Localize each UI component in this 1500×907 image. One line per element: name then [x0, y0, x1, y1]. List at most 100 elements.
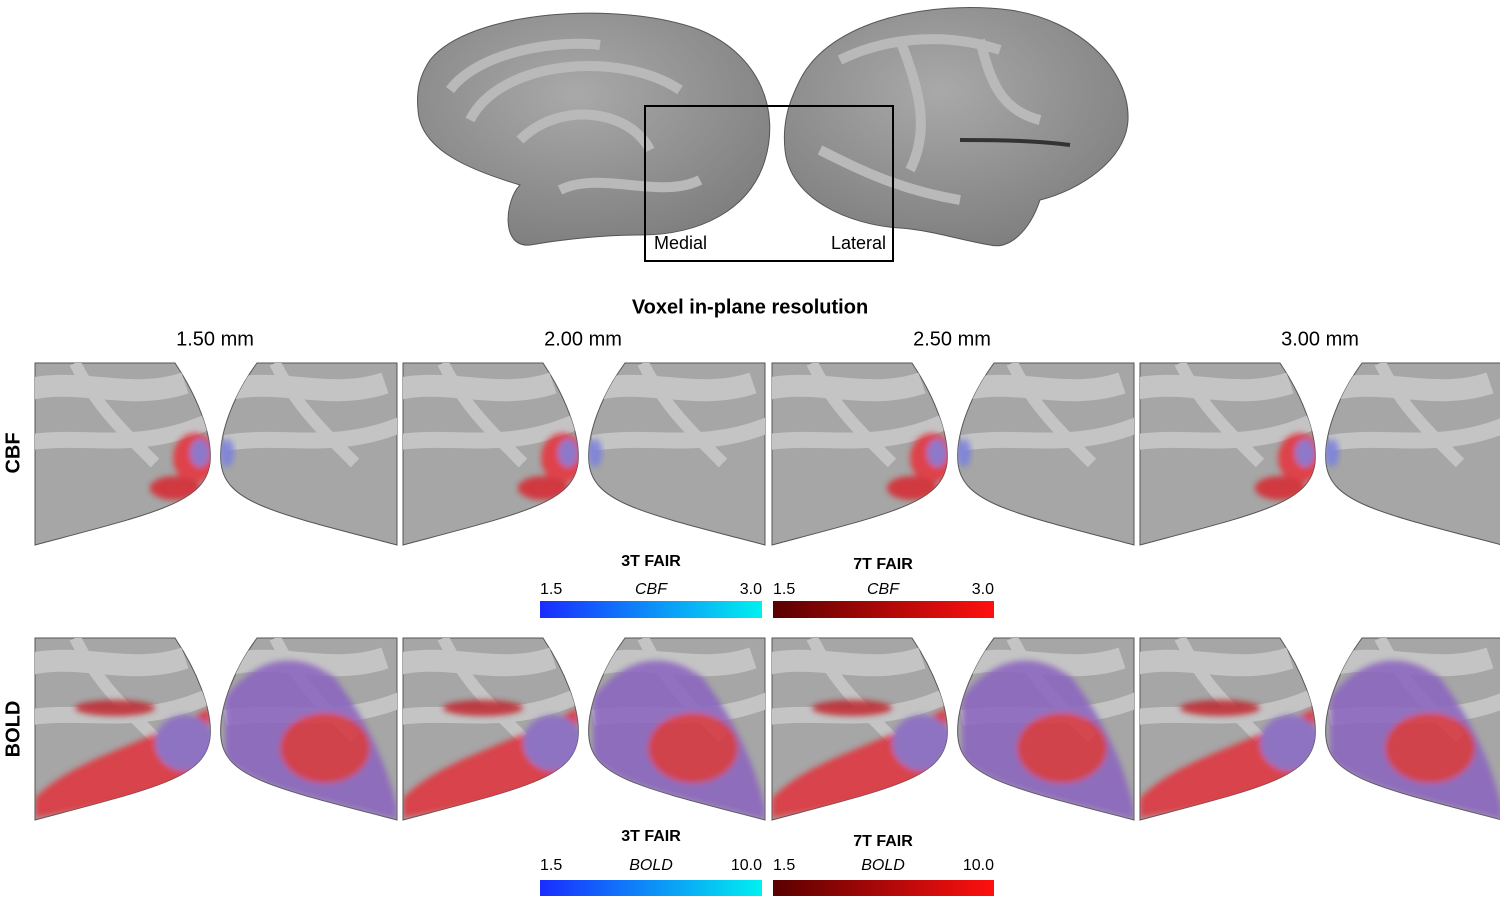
row-label: BOLD [2, 701, 24, 758]
blob [957, 439, 971, 467]
sulcus [403, 372, 557, 404]
sulci [772, 363, 946, 468]
sulcus [69, 363, 160, 468]
colorbar [540, 601, 762, 618]
sulcus [806, 363, 897, 468]
panels [34, 362, 1500, 821]
medial-sulci [446, 38, 703, 195]
overview: Medial Lateral [417, 7, 1129, 262]
sulcus [223, 415, 397, 451]
sulcus [806, 638, 897, 743]
blob [812, 700, 892, 716]
blob [892, 715, 948, 771]
activation [957, 439, 971, 467]
sulci [403, 363, 577, 468]
sulcus [957, 372, 1126, 404]
activation [518, 433, 579, 500]
figure-title: Voxel in-plane resolution [632, 296, 868, 318]
blob [1295, 439, 1315, 467]
colorbar-label: CBF [867, 581, 900, 598]
sulcus [437, 363, 528, 468]
blob [155, 715, 211, 771]
sulcus [1140, 372, 1294, 404]
blob [1260, 715, 1316, 771]
sulcus [220, 372, 389, 404]
activation [772, 700, 948, 818]
brain-panel [771, 637, 1135, 821]
activation [220, 439, 234, 467]
activation [225, 660, 397, 820]
activation [887, 433, 948, 500]
colorbar-title: 7T FAIR [853, 556, 913, 573]
activation [150, 433, 211, 500]
colorbar-label: CBF [635, 581, 668, 598]
colorbar-title: 7T FAIR [853, 833, 913, 850]
blob [280, 713, 370, 783]
colorbar-min: 1.5 [540, 581, 562, 598]
colorbar-min: 1.5 [773, 581, 795, 598]
brain-panel [34, 362, 398, 546]
blob [1017, 713, 1107, 783]
colorbar-max: 10.0 [731, 857, 762, 874]
colorbar-label: BOLD [629, 857, 673, 874]
sulcus [1328, 415, 1500, 451]
sulcus [403, 647, 557, 679]
brain-panel [1139, 362, 1500, 546]
blob [150, 476, 200, 500]
column-header: 3.00 mm [1281, 328, 1359, 350]
blob [887, 476, 937, 500]
blob [220, 439, 234, 467]
sulcus [588, 372, 757, 404]
sulcus [772, 372, 926, 404]
sulcus [1140, 647, 1294, 679]
sylvian-fissure [959, 138, 1071, 147]
sulcus [772, 647, 926, 679]
colorbar [773, 880, 994, 896]
sulcus [1140, 415, 1314, 451]
activation [593, 660, 765, 820]
sulcus [437, 638, 528, 743]
sulcus [1174, 363, 1265, 468]
brain-panel [34, 637, 398, 821]
colorbar-max: 10.0 [963, 857, 994, 874]
activation [1325, 439, 1339, 467]
colorbar-min: 1.5 [540, 857, 562, 874]
colorbar-max: 3.0 [972, 581, 994, 598]
colorbar-min: 1.5 [773, 857, 795, 874]
brain-panel [402, 637, 766, 821]
blob [1385, 713, 1475, 783]
lateral-label: Lateral [831, 233, 886, 253]
lateral-sulci [817, 34, 1042, 205]
lateral-hemisphere [783, 7, 1129, 247]
colorbar [773, 601, 994, 618]
sulci [1140, 363, 1314, 468]
sulcus [35, 372, 189, 404]
blob [518, 476, 568, 500]
brain-panel [402, 362, 766, 546]
activation [962, 660, 1134, 820]
medial-label: Medial [654, 233, 707, 253]
colorbar-max: 3.0 [740, 581, 762, 598]
row-label: CBF [2, 432, 24, 473]
activation [1255, 433, 1316, 500]
blob [190, 439, 210, 467]
activation [403, 700, 579, 818]
sulcus [1006, 363, 1097, 468]
column-header: 2.50 mm [913, 328, 991, 350]
zoom-box [644, 105, 894, 262]
colorbar-label: BOLD [861, 857, 905, 874]
blob [523, 715, 579, 771]
blob [1255, 476, 1305, 500]
blob [558, 439, 578, 467]
brain-panel [1139, 637, 1500, 821]
colorbar-title: 3T FAIR [621, 828, 681, 845]
activation [1140, 700, 1316, 818]
sulcus [772, 415, 946, 451]
colorbar [540, 880, 762, 896]
column-header: 1.50 mm [176, 328, 254, 350]
colorbar-title: 3T FAIR [621, 553, 681, 570]
blob [1180, 700, 1260, 716]
sulci [35, 363, 209, 468]
blob [1325, 439, 1339, 467]
sulcus [960, 415, 1134, 451]
